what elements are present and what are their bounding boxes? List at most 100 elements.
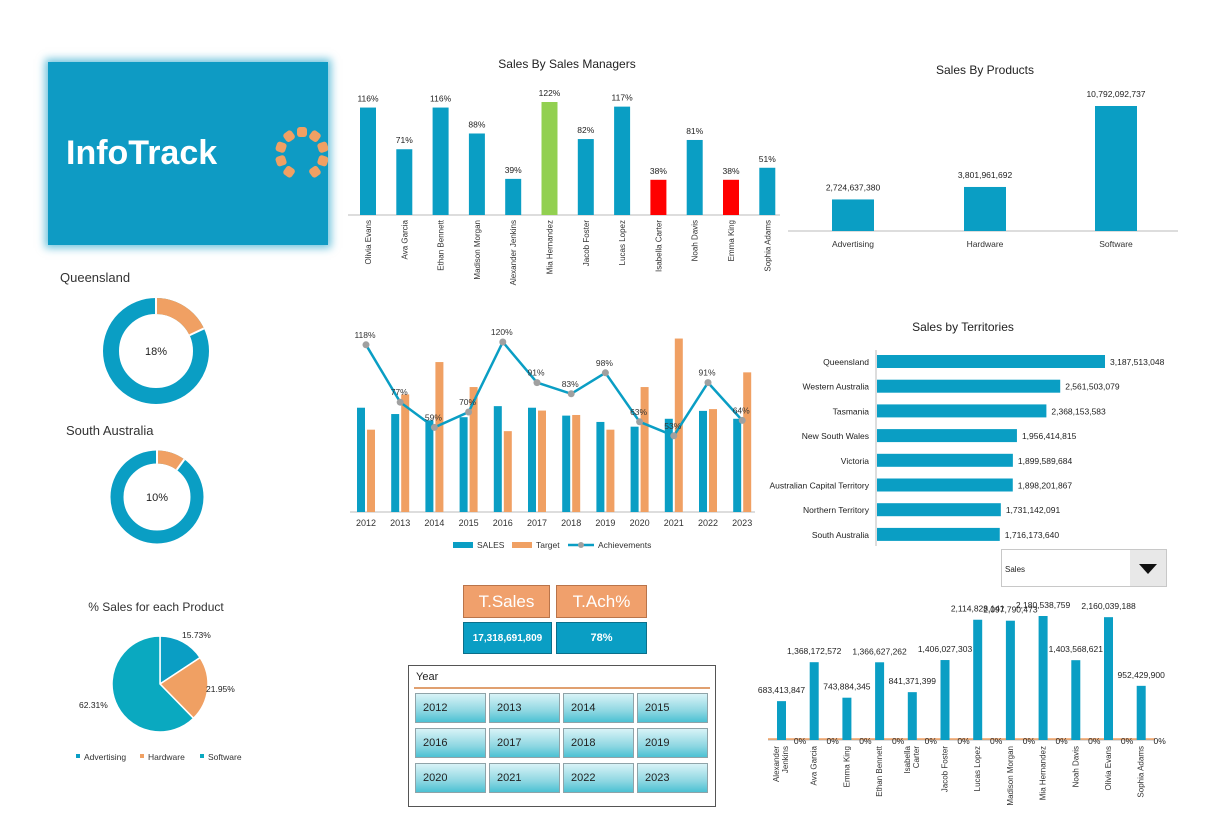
target-bar <box>469 387 478 512</box>
sales-bar <box>493 406 502 512</box>
year-button-2015[interactable]: 2015 <box>637 693 708 723</box>
category-label: Western Australia <box>803 382 870 392</box>
zero-label: 0% <box>1088 736 1101 746</box>
bar <box>1104 617 1113 740</box>
zero-label: 0% <box>925 736 938 746</box>
target-bar <box>503 431 512 512</box>
year-button-2014[interactable]: 2014 <box>563 693 634 723</box>
year-label: 2023 <box>732 518 752 528</box>
category-label: South Australia <box>812 530 869 540</box>
donut-separator <box>175 458 186 471</box>
bar <box>907 692 917 740</box>
achievement-point <box>567 390 575 398</box>
sales-bar <box>596 421 605 512</box>
data-label: 39% <box>505 165 522 175</box>
bar <box>877 355 1105 368</box>
category-label: Tasmania <box>833 406 870 416</box>
year-label: 2018 <box>561 518 581 528</box>
year-label: 2019 <box>595 518 615 528</box>
year-button-2016[interactable]: 2016 <box>415 728 486 758</box>
category-label: Madison Morgan <box>1006 746 1015 806</box>
bar <box>877 478 1013 492</box>
legend-label: SALES <box>477 540 505 550</box>
target-bar <box>640 387 649 512</box>
achievement-point <box>362 341 370 349</box>
achievement-line <box>364 339 744 438</box>
achievement-point <box>738 416 746 424</box>
target-bar <box>674 338 683 512</box>
sales-bar <box>425 420 434 512</box>
category-label: Alexander Jenkins <box>509 220 518 285</box>
achievement-label: 118% <box>354 330 376 340</box>
product-share-pie-chart: % Sales for each Product 15.73% 21.95% 62.3… <box>76 600 242 762</box>
year-button-2012[interactable]: 2012 <box>415 693 486 723</box>
data-label: 1,898,201,867 <box>1018 481 1073 491</box>
data-label: 1,403,568,621 <box>1049 644 1104 654</box>
bar <box>973 619 983 740</box>
logo-graphic: InfoTrack <box>66 127 329 178</box>
sales-bar <box>733 418 742 512</box>
data-label: 2,097,790,473 <box>983 605 1038 615</box>
logo-text: InfoTrack <box>66 134 217 172</box>
dropdown-value: Sales <box>1005 565 1026 574</box>
data-label: 2,180,538,759 <box>1016 600 1071 610</box>
category-label: Australian Capital Territory <box>769 481 869 491</box>
logo-dot <box>309 166 321 178</box>
year-button-2013[interactable]: 2013 <box>489 693 560 723</box>
year-button-2022[interactable]: 2022 <box>563 763 634 793</box>
donut-segment <box>155 298 204 336</box>
achievement-point <box>430 423 438 431</box>
category-label: Lucas Lopez <box>618 220 627 265</box>
zero-label: 0% <box>1154 736 1167 746</box>
dropdown-toggle[interactable] <box>1130 550 1166 586</box>
data-label: 2,724,637,380 <box>826 182 881 192</box>
bar <box>1038 616 1048 740</box>
achievement-label: 59% <box>425 412 442 422</box>
sales-bar <box>664 418 673 512</box>
year-button-2021[interactable]: 2021 <box>489 763 560 793</box>
data-label: 15.73% <box>182 630 211 640</box>
bar <box>614 106 631 215</box>
achievement-label: 83% <box>562 379 579 389</box>
category-label: Emma King <box>842 746 851 787</box>
slicer-divider <box>414 687 710 689</box>
zero-label: 0% <box>990 736 1003 746</box>
logo-dot <box>275 141 287 153</box>
category-label: Emma King <box>727 220 736 261</box>
sales-by-territories-chart: Sales by Territories Queensland 3,187,513,… <box>769 320 1165 546</box>
data-label: 38% <box>650 166 667 176</box>
logo-dot <box>317 141 329 153</box>
data-label: 38% <box>722 166 739 176</box>
measure-dropdown[interactable]: Sales <box>1001 549 1167 587</box>
total-sales-header: T.Sales <box>463 585 550 618</box>
category-label: Sophia Adams <box>1137 746 1146 798</box>
category-label: Olivia Evans <box>1104 746 1113 790</box>
year-button-2020[interactable]: 2020 <box>415 763 486 793</box>
south-australia-donut-chart: South Australia 10% <box>66 423 204 544</box>
logo-dot <box>283 166 295 178</box>
year-button-2023[interactable]: 2023 <box>637 763 708 793</box>
sales-by-manager-value-chart: 683,413,847 0% Alexander Jenkins 1,368,172,5… <box>758 600 1167 806</box>
achievement-label: 98% <box>596 358 613 368</box>
bar <box>468 133 485 215</box>
data-label: 2,114,828,141 <box>951 604 1005 614</box>
data-label: 122% <box>539 88 561 98</box>
legend-label: Advertising <box>84 752 126 762</box>
target-bar <box>743 372 752 512</box>
year-button-2017[interactable]: 2017 <box>489 728 560 758</box>
chart-title: South Australia <box>66 423 154 438</box>
category-label: Advertising <box>832 239 874 249</box>
bar <box>396 149 413 215</box>
zero-label: 0% <box>827 736 840 746</box>
zero-label: 0% <box>892 736 905 746</box>
category-label: Carter <box>912 746 921 769</box>
queensland-donut-chart: Queensland 18% <box>60 270 209 404</box>
year-button-2019[interactable]: 2019 <box>637 728 708 758</box>
chart-title: Sales by Territories <box>912 320 1014 334</box>
zero-label: 0% <box>794 736 807 746</box>
category-label: Jenkins <box>781 746 790 773</box>
data-label: 683,413,847 <box>758 685 806 695</box>
data-label: 1,899,589,684 <box>1018 456 1073 466</box>
year-button-2018[interactable]: 2018 <box>563 728 634 758</box>
category-label: Sophia Adams <box>763 220 772 272</box>
